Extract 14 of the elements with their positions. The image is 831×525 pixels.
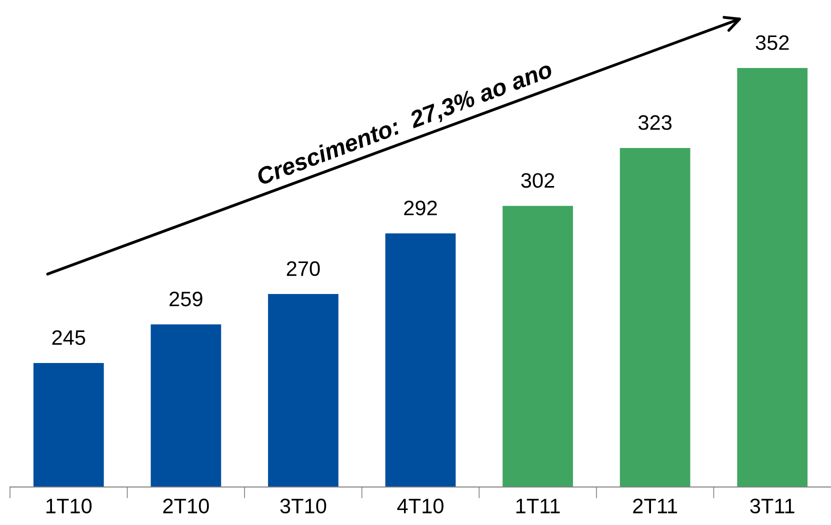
x-tick-label: 1T10 [46,498,92,514]
x-tick-label: 2T11 [633,498,678,514]
data-label: 352 [756,35,789,50]
data-label: 259 [170,292,202,306]
x-tick-label: 2T10 [163,498,209,514]
x-tick-label: 3T10 [280,498,326,514]
x-tick-label: 1T11 [516,498,560,514]
data-label: 323 [638,115,672,130]
data-label: 292 [404,200,437,216]
data-label: 302 [521,173,554,188]
data-label: 245 [52,330,86,345]
x-tick-label: 4T10 [397,498,444,514]
x-tick-label: 3T11 [750,498,794,514]
data-label: 270 [286,261,320,276]
